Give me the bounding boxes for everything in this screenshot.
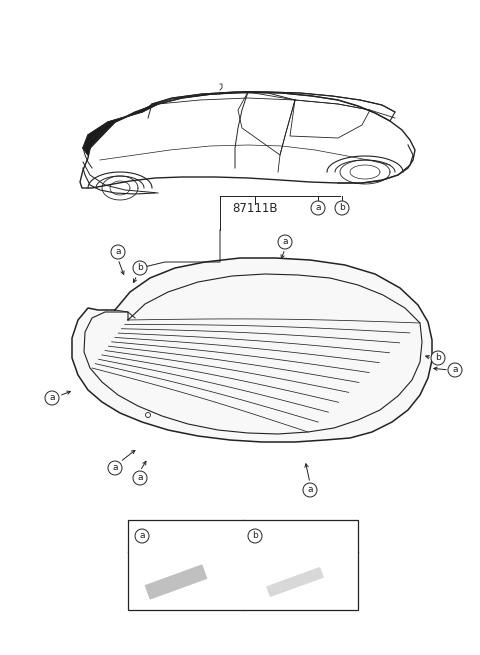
Text: a: a — [115, 248, 121, 257]
Polygon shape — [267, 568, 323, 596]
Text: a: a — [307, 485, 313, 495]
Text: 86124D: 86124D — [154, 531, 198, 541]
Text: b: b — [435, 354, 441, 362]
Circle shape — [248, 529, 262, 543]
Circle shape — [133, 471, 147, 485]
Text: a: a — [282, 238, 288, 246]
Circle shape — [108, 461, 122, 475]
Circle shape — [278, 235, 292, 249]
Circle shape — [448, 363, 462, 377]
Polygon shape — [83, 104, 158, 155]
Text: 87864: 87864 — [267, 531, 302, 541]
Circle shape — [303, 483, 317, 497]
Circle shape — [111, 245, 125, 259]
Text: b: b — [339, 204, 345, 212]
Text: a: a — [315, 204, 321, 212]
Text: b: b — [137, 263, 143, 272]
Text: a: a — [452, 365, 458, 375]
Text: b: b — [252, 531, 258, 540]
Text: 87111B: 87111B — [232, 202, 278, 214]
Polygon shape — [72, 258, 432, 442]
Polygon shape — [145, 565, 206, 599]
Circle shape — [135, 529, 149, 543]
Circle shape — [133, 261, 147, 275]
Text: a: a — [112, 464, 118, 472]
Circle shape — [45, 391, 59, 405]
Bar — [128, 520, 358, 610]
Text: a: a — [139, 531, 145, 540]
Text: a: a — [137, 474, 143, 483]
Circle shape — [311, 201, 325, 215]
Circle shape — [431, 351, 445, 365]
Circle shape — [335, 201, 349, 215]
Text: a: a — [49, 394, 55, 403]
